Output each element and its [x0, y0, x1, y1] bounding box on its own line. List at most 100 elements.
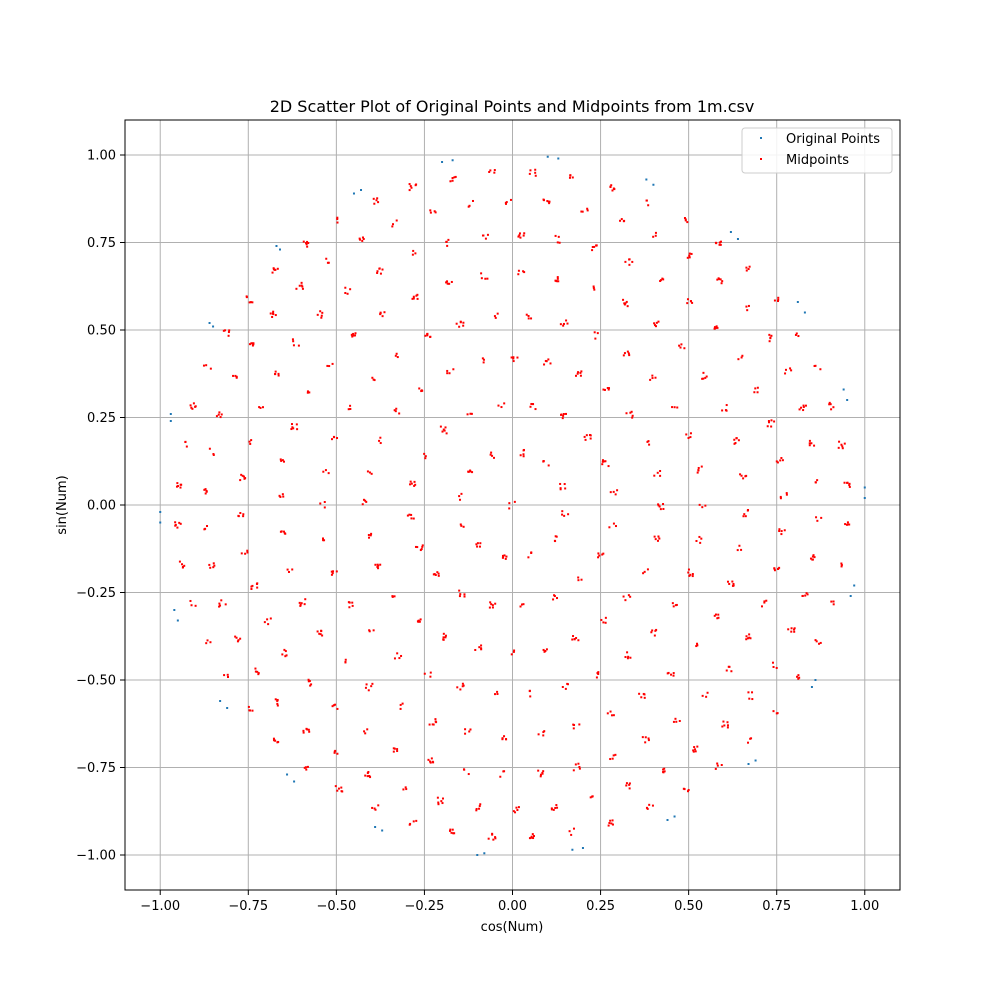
- midpoint-dot: [183, 564, 186, 567]
- midpoint-dot: [489, 601, 492, 604]
- midpoint-dot: [721, 409, 724, 412]
- midpoint-dot: [686, 256, 689, 259]
- midpoint-dot: [735, 437, 738, 440]
- midpoint-dot: [492, 456, 495, 459]
- midpoint-dot: [694, 748, 697, 751]
- midpoint-dot: [436, 796, 439, 799]
- midpoint-dot: [748, 697, 751, 700]
- midpoint-dot: [503, 735, 506, 738]
- original-point-dot: [286, 773, 289, 776]
- midpoint-dot: [591, 249, 594, 252]
- midpoint-dot: [236, 640, 239, 643]
- midpoint-dot: [643, 570, 646, 573]
- midpoint-dot: [273, 739, 276, 742]
- midpoint-dot: [522, 449, 525, 452]
- midpoint-dot: [528, 172, 531, 175]
- midpoint-dot: [494, 693, 497, 696]
- midpoint-dot: [499, 775, 502, 778]
- midpoint-dot: [818, 642, 821, 645]
- midpoint-dot: [381, 268, 384, 271]
- midpoint-dot: [321, 311, 324, 314]
- midpoint-dot: [174, 521, 177, 524]
- midpoint-dot: [271, 315, 274, 318]
- original-point-dot: [557, 157, 560, 160]
- midpoint-dot: [820, 516, 823, 519]
- midpoint-dot: [574, 763, 577, 766]
- midpoint-dot: [226, 676, 229, 678]
- midpoint-dot: [676, 406, 679, 409]
- midpoint-dot: [176, 526, 179, 529]
- midpoint-dot: [287, 570, 290, 573]
- midpoint-dot: [240, 473, 243, 476]
- midpoint-dot: [567, 513, 570, 516]
- midpoint-dot: [414, 483, 417, 486]
- midpoint-dot: [624, 656, 627, 659]
- midpoint-dot: [607, 388, 610, 391]
- midpoint-dot: [209, 367, 212, 370]
- midpoint-dot: [604, 616, 607, 619]
- midpoint-dot: [663, 767, 666, 770]
- midpoint-dot: [415, 819, 418, 822]
- original-point-dot: [169, 420, 172, 422]
- midpoint-dot: [358, 237, 361, 240]
- midpoint-dot: [838, 440, 841, 443]
- midpoint-dot: [604, 460, 607, 463]
- midpoint-dot: [517, 273, 520, 276]
- midpoint-dot: [323, 506, 326, 509]
- midpoint-dot: [727, 665, 730, 668]
- midpoint-dot: [555, 535, 558, 538]
- midpoint-dot: [630, 410, 633, 413]
- midpoint-dot: [517, 806, 520, 809]
- midpoint-dot: [659, 508, 662, 511]
- midpoint-dot: [370, 532, 373, 535]
- midpoint-dot: [797, 677, 800, 680]
- midpoint-dot: [444, 636, 447, 639]
- midpoint-dot: [537, 769, 540, 772]
- midpoint-dot: [480, 648, 483, 651]
- midpoint-dot: [578, 723, 581, 726]
- midpoint-dot: [432, 723, 435, 726]
- midpoint-dot: [491, 604, 494, 607]
- midpoint-dot: [305, 242, 308, 244]
- midpoint-dot: [292, 344, 295, 347]
- midpoint-dot: [445, 281, 448, 284]
- midpoint-dot: [344, 291, 347, 294]
- midpoint-dot: [748, 633, 751, 636]
- original-point-dot: [849, 595, 852, 597]
- midpoint-dot: [763, 600, 766, 603]
- original-point-dot: [219, 700, 222, 702]
- midpoint-dot: [814, 481, 817, 484]
- x-tick-label: −0.75: [228, 899, 268, 914]
- midpoint-dot: [793, 628, 796, 631]
- midpoint-dot: [841, 447, 844, 450]
- midpoint-dot: [674, 604, 677, 607]
- midpoint-dot: [517, 269, 520, 272]
- midpoint-dot: [257, 672, 260, 675]
- midpoint-dot: [612, 522, 615, 525]
- midpoint-dot: [804, 594, 807, 597]
- midpoint-dot: [509, 198, 512, 201]
- midpoint-dot: [239, 512, 242, 515]
- midpoint-dot: [811, 555, 814, 558]
- midpoint-dot: [319, 633, 322, 636]
- midpoint-dot: [349, 404, 352, 407]
- midpoint-dot: [480, 644, 483, 647]
- midpoint-dot: [475, 808, 478, 811]
- original-point-dot: [169, 413, 172, 415]
- midpoint-dot: [376, 271, 379, 274]
- midpoint-dot: [364, 774, 367, 777]
- midpoint-dot: [568, 176, 571, 179]
- midpoint-dot: [714, 613, 717, 616]
- midpoint-dot: [372, 629, 375, 632]
- midpoint-dot: [846, 481, 849, 484]
- midpoint-dot: [212, 562, 215, 565]
- midpoint-dot: [409, 185, 412, 188]
- midpoint-dot: [653, 474, 656, 477]
- midpoint-dot: [251, 709, 254, 712]
- midpoint-dot: [626, 651, 629, 654]
- midpoint-dot: [691, 301, 694, 304]
- midpoint-dot: [354, 332, 357, 335]
- midpoint-dot: [344, 661, 347, 664]
- midpoint-dot: [331, 362, 334, 365]
- midpoint-dot: [539, 775, 542, 778]
